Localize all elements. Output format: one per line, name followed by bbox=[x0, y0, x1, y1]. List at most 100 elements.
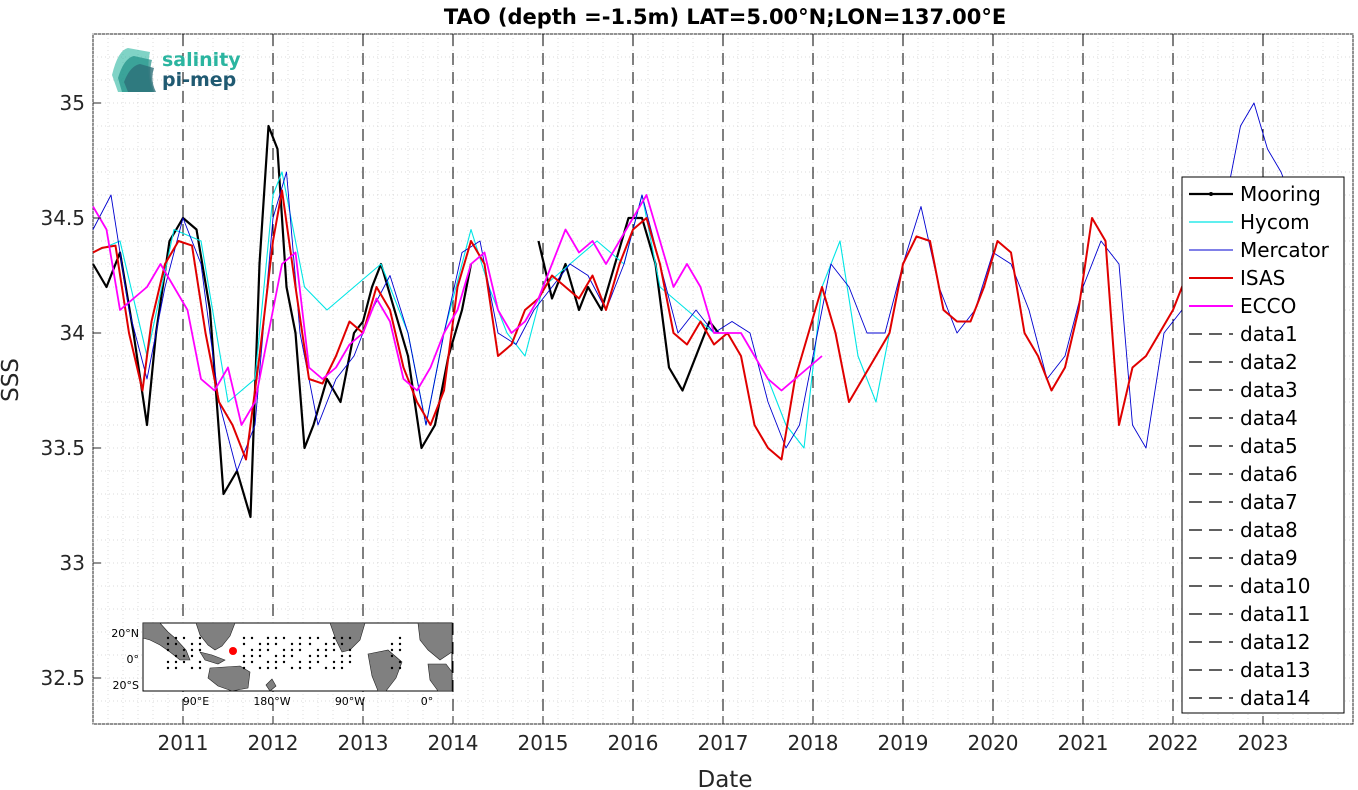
buoy-dot bbox=[190, 642, 194, 646]
series-line-hycom bbox=[92, 171, 891, 449]
buoy-dot bbox=[166, 648, 170, 652]
buoy-dot bbox=[274, 642, 278, 646]
inset-map: 20°N 0° 20°S 90°E 180°W 90°W 0° bbox=[111, 622, 453, 708]
buoy-dot bbox=[332, 642, 336, 646]
map-lon-label-4: 0° bbox=[421, 695, 434, 708]
buoy-dot bbox=[348, 660, 352, 664]
legend-label: Hycom bbox=[1240, 210, 1310, 234]
buoy-dot bbox=[258, 654, 262, 658]
series-line-isas bbox=[92, 189, 1224, 461]
x-tick-label: 2011 bbox=[158, 731, 209, 755]
buoy-dot bbox=[166, 642, 170, 646]
buoy-dot bbox=[324, 654, 328, 658]
legend-label: data14 bbox=[1240, 686, 1311, 710]
y-tick-label: 34.5 bbox=[40, 206, 85, 230]
buoy-dot bbox=[316, 660, 320, 664]
legend-label: data8 bbox=[1240, 518, 1298, 542]
plot-area bbox=[92, 33, 1354, 725]
buoy-dot bbox=[390, 666, 394, 670]
buoy-dot bbox=[340, 642, 344, 646]
buoy-dot bbox=[324, 648, 328, 652]
buoy-dot bbox=[398, 642, 402, 646]
buoy-dot bbox=[266, 648, 270, 652]
buoy-dot bbox=[242, 666, 246, 670]
buoy-dot bbox=[250, 636, 254, 640]
buoy-dot bbox=[332, 660, 336, 664]
buoy-dot bbox=[308, 636, 312, 640]
buoy-dot bbox=[266, 666, 270, 670]
map-lat-label-1: 20°N bbox=[111, 627, 139, 640]
legend-label: data4 bbox=[1240, 406, 1298, 430]
buoy-dot bbox=[166, 666, 170, 670]
buoy-dot bbox=[348, 636, 352, 640]
buoy-dot bbox=[390, 642, 394, 646]
x-tick-label: 2012 bbox=[248, 731, 299, 755]
buoy-dot bbox=[298, 666, 302, 670]
buoy-dot bbox=[316, 636, 320, 640]
legend-label: data2 bbox=[1240, 350, 1298, 374]
buoy-dot bbox=[348, 654, 352, 658]
buoy-dot bbox=[242, 636, 246, 640]
buoy-dot bbox=[308, 666, 312, 670]
y-tick-labels: 32.5 33 33.5 34 34.5 35 bbox=[40, 91, 101, 690]
map-lon-label-1: 90°E bbox=[183, 695, 209, 708]
x-tick-label: 2016 bbox=[608, 731, 659, 755]
buoy-dot bbox=[298, 642, 302, 646]
buoy-dot bbox=[324, 666, 328, 670]
series-line-ecco bbox=[92, 194, 823, 426]
buoy-dot bbox=[182, 636, 186, 640]
series-line-mooring bbox=[92, 124, 473, 519]
buoy-dot bbox=[190, 654, 194, 658]
buoy-dot bbox=[250, 648, 254, 652]
buoy-dot bbox=[282, 654, 286, 658]
y-axis-label: SSS bbox=[0, 358, 24, 402]
buoy-dot bbox=[198, 648, 202, 652]
buoy-dot bbox=[298, 648, 302, 652]
buoy-dot bbox=[182, 660, 186, 664]
vertical-dashed-lines bbox=[182, 34, 1264, 724]
buoy-dot bbox=[190, 648, 194, 652]
logo-line1: salinity bbox=[162, 49, 241, 71]
buoy-dot bbox=[324, 642, 328, 646]
buoy-dot bbox=[398, 666, 402, 670]
legend-label: data13 bbox=[1240, 658, 1311, 682]
y-tick-label: 32.5 bbox=[40, 666, 85, 690]
buoy-dot bbox=[258, 648, 262, 652]
x-tick-label: 2023 bbox=[1238, 731, 1289, 755]
legend-label: data12 bbox=[1240, 630, 1311, 654]
series-line-mooring bbox=[537, 216, 720, 392]
buoy-dot bbox=[308, 654, 312, 658]
inset-map-land bbox=[142, 622, 453, 692]
buoy-dot bbox=[174, 642, 178, 646]
buoy-dot bbox=[282, 660, 286, 664]
buoy-dot bbox=[266, 636, 270, 640]
x-tick-label: 2021 bbox=[1058, 731, 1109, 755]
x-tick-labels: 2011 2012 2013 2014 2015 2016 2017 2018 2019 2020… bbox=[158, 716, 1289, 755]
buoy-dot bbox=[198, 660, 202, 664]
inset-map-ocean bbox=[142, 622, 453, 692]
buoy-dot bbox=[298, 636, 302, 640]
buoy-dot bbox=[198, 636, 202, 640]
legend-label: data9 bbox=[1240, 546, 1298, 570]
x-tick-label: 2017 bbox=[698, 731, 749, 755]
buoy-dot bbox=[266, 642, 270, 646]
buoy-dot bbox=[182, 654, 186, 658]
buoy-dot bbox=[290, 648, 294, 652]
buoy-dot bbox=[266, 660, 270, 664]
buoy-dot bbox=[298, 660, 302, 664]
legend-label: data10 bbox=[1240, 574, 1311, 598]
x-tick-label: 2014 bbox=[428, 731, 479, 755]
series-lines bbox=[92, 102, 1291, 519]
x-tick-label: 2018 bbox=[788, 731, 839, 755]
legend-label: ISAS bbox=[1240, 266, 1285, 290]
logo-line2: pi-mep bbox=[162, 69, 236, 91]
buoy-dot bbox=[242, 660, 246, 664]
buoy-dot bbox=[274, 636, 278, 640]
buoy-dot bbox=[174, 660, 178, 664]
x-tick-label: 2013 bbox=[338, 731, 389, 755]
buoy-dot bbox=[332, 666, 336, 670]
x-tick-label: 2020 bbox=[968, 731, 1019, 755]
buoy-dot bbox=[398, 660, 402, 664]
buoy-dot bbox=[282, 648, 286, 652]
